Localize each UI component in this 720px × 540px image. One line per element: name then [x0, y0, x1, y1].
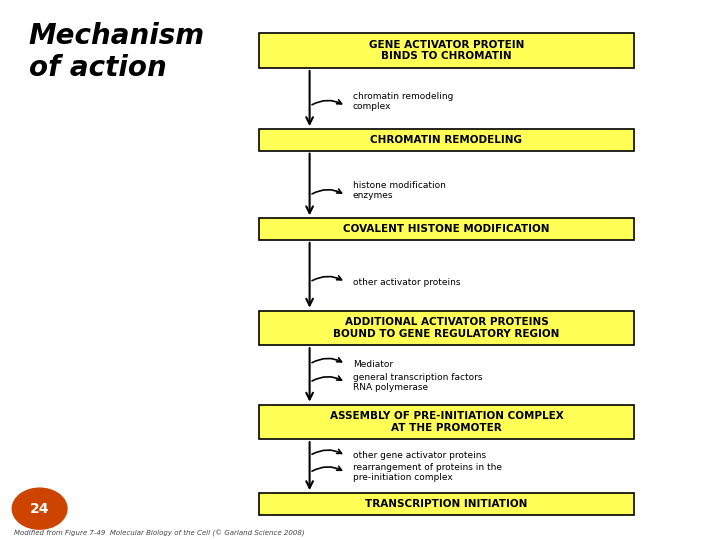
FancyBboxPatch shape	[259, 493, 634, 515]
Text: histone modification
enzymes: histone modification enzymes	[353, 181, 446, 200]
Text: ASSEMBLY OF PRE-INITIATION COMPLEX
AT THE PROMOTER: ASSEMBLY OF PRE-INITIATION COMPLEX AT TH…	[330, 411, 563, 433]
Text: other activator proteins: other activator proteins	[353, 278, 460, 287]
Text: COVALENT HISTONE MODIFICATION: COVALENT HISTONE MODIFICATION	[343, 224, 549, 234]
Text: Mediator: Mediator	[353, 360, 393, 368]
FancyBboxPatch shape	[259, 218, 634, 240]
Text: chromatin remodeling
complex: chromatin remodeling complex	[353, 92, 453, 111]
Text: Modified from Figure 7-49  Molecular Biology of the Cell (© Garland Science 2008: Modified from Figure 7-49 Molecular Biol…	[14, 530, 305, 537]
FancyBboxPatch shape	[259, 33, 634, 68]
Text: rearrangement of proteins in the
pre-initiation complex: rearrangement of proteins in the pre-ini…	[353, 463, 502, 482]
FancyBboxPatch shape	[259, 310, 634, 345]
FancyBboxPatch shape	[259, 404, 634, 439]
Circle shape	[12, 488, 67, 529]
Text: TRANSCRIPTION INITIATION: TRANSCRIPTION INITIATION	[365, 499, 528, 509]
Text: general transcription factors
RNA polymerase: general transcription factors RNA polyme…	[353, 373, 482, 392]
Text: other gene activator proteins: other gene activator proteins	[353, 451, 486, 460]
Text: Mechanism
of action: Mechanism of action	[29, 22, 205, 82]
Text: ADDITIONAL ACTIVATOR PROTEINS
BOUND TO GENE REGULATORY REGION: ADDITIONAL ACTIVATOR PROTEINS BOUND TO G…	[333, 317, 559, 339]
Text: GENE ACTIVATOR PROTEIN
BINDS TO CHROMATIN: GENE ACTIVATOR PROTEIN BINDS TO CHROMATI…	[369, 40, 524, 62]
Text: CHROMATIN REMODELING: CHROMATIN REMODELING	[370, 135, 523, 145]
FancyBboxPatch shape	[259, 129, 634, 151]
Text: 24: 24	[30, 502, 50, 516]
